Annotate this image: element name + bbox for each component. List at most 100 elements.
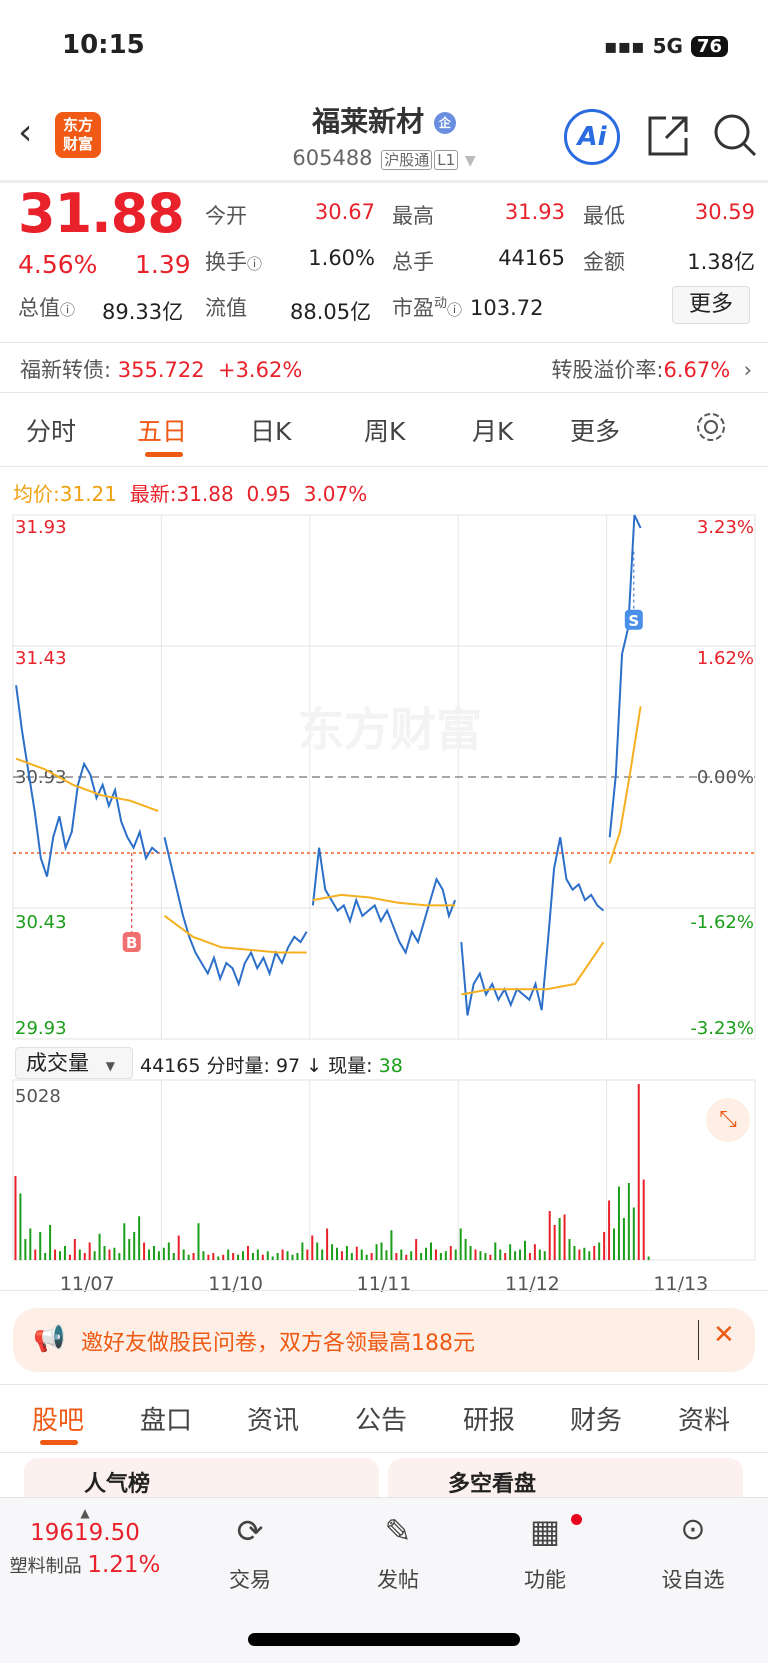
current-price: 31.88	[18, 182, 185, 245]
volume-bar	[484, 1252, 487, 1260]
volume-bar	[420, 1252, 423, 1260]
y-tick-right: 1.62%	[697, 648, 754, 669]
megaphone-icon: 📢	[33, 1324, 66, 1354]
volume-bar	[118, 1252, 121, 1260]
volume-bar	[583, 1247, 586, 1260]
hk-connect-tag: 沪股通	[381, 150, 433, 170]
chart-tab[interactable]: 五日	[137, 417, 188, 446]
volume-bar	[627, 1182, 630, 1260]
chart-tab[interactable]: 更多	[570, 417, 621, 446]
trade-button[interactable]: ⟳ 交易	[210, 1512, 290, 1594]
volume-bar	[617, 1186, 620, 1260]
card-popularity[interactable]: 人气榜	[24, 1458, 379, 1497]
volume-bar	[469, 1245, 472, 1260]
y-tick-right: 0.00%	[697, 767, 754, 788]
card-title: 多空看盘	[448, 1472, 537, 1497]
volume-bar	[523, 1240, 526, 1260]
post-button[interactable]: ✎ 发帖	[358, 1512, 438, 1594]
search-icon[interactable]	[712, 112, 758, 158]
volume-bar	[246, 1245, 249, 1260]
volume-bar	[73, 1238, 76, 1260]
volume-bar	[375, 1244, 378, 1260]
volume-bar	[182, 1249, 185, 1260]
volume-bar	[256, 1249, 259, 1260]
avg-line-day	[15, 757, 159, 812]
volume-bar	[637, 1084, 640, 1260]
volume-bar	[449, 1245, 452, 1260]
volume-bar	[152, 1245, 155, 1260]
volume-bar	[276, 1252, 279, 1260]
volume-bar	[434, 1249, 437, 1260]
volume-bar	[454, 1249, 457, 1260]
x-tick-label: 11/12	[505, 1273, 560, 1295]
bond-row[interactable]: 福新转债: 355.722 +3.62%	[20, 358, 303, 382]
info-icon: ⓘ	[60, 301, 76, 319]
volume-bar	[197, 1223, 200, 1260]
card-title: 人气榜	[84, 1472, 151, 1497]
volume-bar	[345, 1245, 348, 1260]
expand-icon[interactable]: ⤡	[706, 1098, 750, 1142]
chart-tab[interactable]: 月K	[472, 417, 514, 446]
chart-tab[interactable]: 周K	[364, 417, 406, 446]
field-label: 市盈动ⓘ	[392, 296, 463, 320]
volume-bar	[261, 1254, 264, 1260]
content-tab[interactable]: 公告	[355, 1406, 408, 1436]
volume-bar	[138, 1216, 141, 1260]
x-tick-label: 11/11	[357, 1273, 412, 1295]
volume-bar	[400, 1249, 403, 1260]
volume-bar	[405, 1254, 408, 1260]
volume-bar	[415, 1238, 418, 1260]
volume-bar	[474, 1249, 477, 1260]
enterprise-badge: 企	[433, 112, 456, 134]
promo-banner[interactable]: 📢 邀好友做股民问卷，双方各领最高188元 ✕	[13, 1308, 755, 1372]
content-tab[interactable]: 盘口	[140, 1406, 193, 1436]
volume-bar	[54, 1249, 57, 1260]
volume-bar	[613, 1228, 616, 1260]
volume-bar	[49, 1224, 52, 1260]
volume-bar	[340, 1251, 343, 1260]
share-icon[interactable]	[646, 114, 690, 158]
volume-bar	[558, 1217, 561, 1260]
back-icon[interactable]: ‹	[18, 112, 33, 153]
dropdown-icon[interactable]: ▼	[464, 153, 476, 169]
volume-bar	[133, 1231, 136, 1260]
settings-icon[interactable]	[694, 410, 728, 444]
chart-tab[interactable]: 日K	[250, 417, 292, 446]
price-line-day	[608, 514, 642, 838]
ai-icon[interactable]: Ai	[564, 109, 620, 165]
more-button[interactable]: 更多	[672, 286, 750, 324]
indicator-select[interactable]: 成交量 ▼	[15, 1047, 133, 1079]
volume-bar	[429, 1242, 432, 1260]
chart-tab[interactable]: 分时	[26, 417, 77, 446]
add-watchlist-button[interactable]: ⊙ 设自选	[648, 1512, 738, 1594]
content-tab[interactable]: 股吧	[32, 1406, 85, 1436]
field-label: 最低	[583, 204, 625, 228]
price-line-day	[163, 837, 308, 988]
volume-bar	[143, 1242, 146, 1260]
volume-bar	[242, 1251, 245, 1260]
volume-bar	[632, 1207, 635, 1260]
premium-rate[interactable]: 转股溢价率:6.67% ›	[551, 358, 752, 382]
bond-change: +3.62%	[217, 358, 303, 382]
volume-bar	[603, 1231, 606, 1260]
volume-bar	[306, 1249, 309, 1260]
content-tab[interactable]: 财务	[570, 1406, 623, 1436]
volume-bar	[548, 1210, 551, 1260]
card-bull-bear[interactable]: 多空看盘	[388, 1458, 743, 1497]
functions-button[interactable]: ▦ 功能	[505, 1512, 585, 1594]
y-tick-right: 3.23%	[697, 517, 754, 538]
volume-bar	[68, 1254, 71, 1260]
price-line-day	[15, 685, 159, 877]
close-icon[interactable]: ✕	[713, 1320, 735, 1350]
price-chart[interactable]: 东方财富31.9331.4330.9330.4329.933.23%1.62%0…	[0, 510, 768, 1050]
trade-marker-label: S	[628, 612, 639, 630]
sector-index[interactable]: ▲ 19619.50 塑料制品 1.21%	[9, 1506, 161, 1578]
stock-code-line: 605488 沪股通 L1 ▼	[0, 146, 768, 170]
volume-bar	[192, 1252, 195, 1260]
field-label: 金额	[583, 250, 625, 274]
compose-icon: ✎	[384, 1512, 412, 1550]
volume-max-label: 5028	[15, 1086, 61, 1107]
content-tab[interactable]: 资料	[678, 1406, 731, 1436]
content-tab[interactable]: 资讯	[247, 1406, 300, 1436]
content-tab[interactable]: 研报	[463, 1406, 516, 1436]
